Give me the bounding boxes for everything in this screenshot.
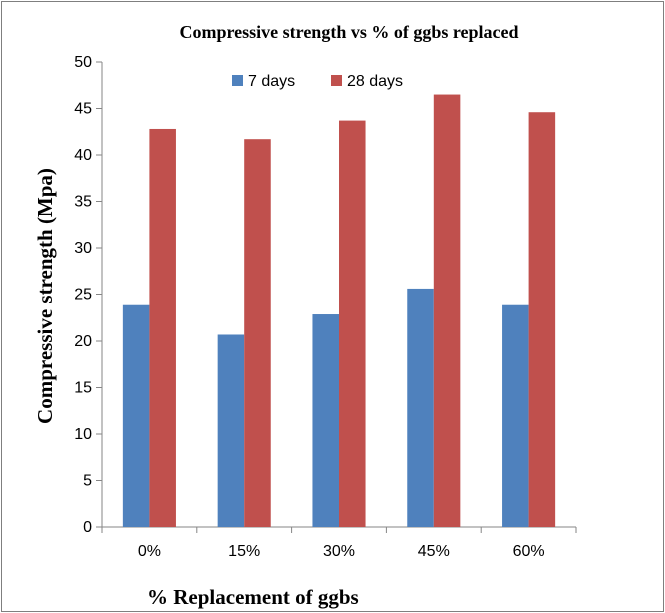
- y-tick-label: 10: [74, 426, 92, 443]
- y-tick-label: 50: [74, 54, 92, 71]
- x-tick-label: 0%: [138, 543, 161, 560]
- chart-title: Compressive strength vs % of ggbs replac…: [180, 22, 519, 42]
- legend-label: 7 days: [248, 73, 295, 90]
- bar-series-2: [528, 112, 556, 527]
- bar-series-2: [149, 128, 176, 527]
- x-tick-label: 60%: [513, 543, 545, 560]
- bar-series-1: [312, 314, 339, 527]
- y-tick-label: 40: [74, 147, 92, 164]
- bar-series-1: [122, 304, 150, 527]
- x-tick-label: 30%: [323, 543, 355, 560]
- x-tick-label: 15%: [228, 543, 260, 560]
- bar-series-1: [217, 334, 245, 527]
- bar-series-2: [433, 94, 461, 528]
- bar-series-2: [339, 120, 366, 527]
- y-tick-label: 5: [83, 473, 92, 490]
- legend-swatch: [331, 75, 342, 86]
- legend-swatch: [232, 75, 243, 86]
- bar-series-2: [244, 139, 271, 527]
- x-tick-label: 45%: [418, 543, 450, 560]
- y-tick-label: 0: [83, 519, 92, 536]
- y-tick-label: 25: [74, 287, 92, 304]
- y-tick-label: 45: [74, 101, 92, 118]
- bar-series-1: [407, 288, 434, 527]
- y-tick-label: 20: [74, 333, 92, 350]
- y-tick-label: 35: [74, 194, 92, 211]
- y-axis-label: Compressive strength (Mpa): [33, 168, 57, 424]
- y-axis: 0 5 10 15 20 25 30 35 40 45 50: [74, 54, 103, 536]
- y-tick-label: 15: [74, 380, 92, 397]
- legend-label: 28 days: [347, 73, 403, 90]
- legend: 7 days 28 days: [232, 73, 403, 90]
- bar-series-1: [502, 304, 529, 527]
- y-tick-label: 30: [74, 240, 92, 257]
- bars: [122, 94, 556, 528]
- x-axis: 0% 15% 30% 45% 60%: [101, 526, 577, 560]
- x-axis-label: % Replacement of ggbs: [147, 585, 359, 609]
